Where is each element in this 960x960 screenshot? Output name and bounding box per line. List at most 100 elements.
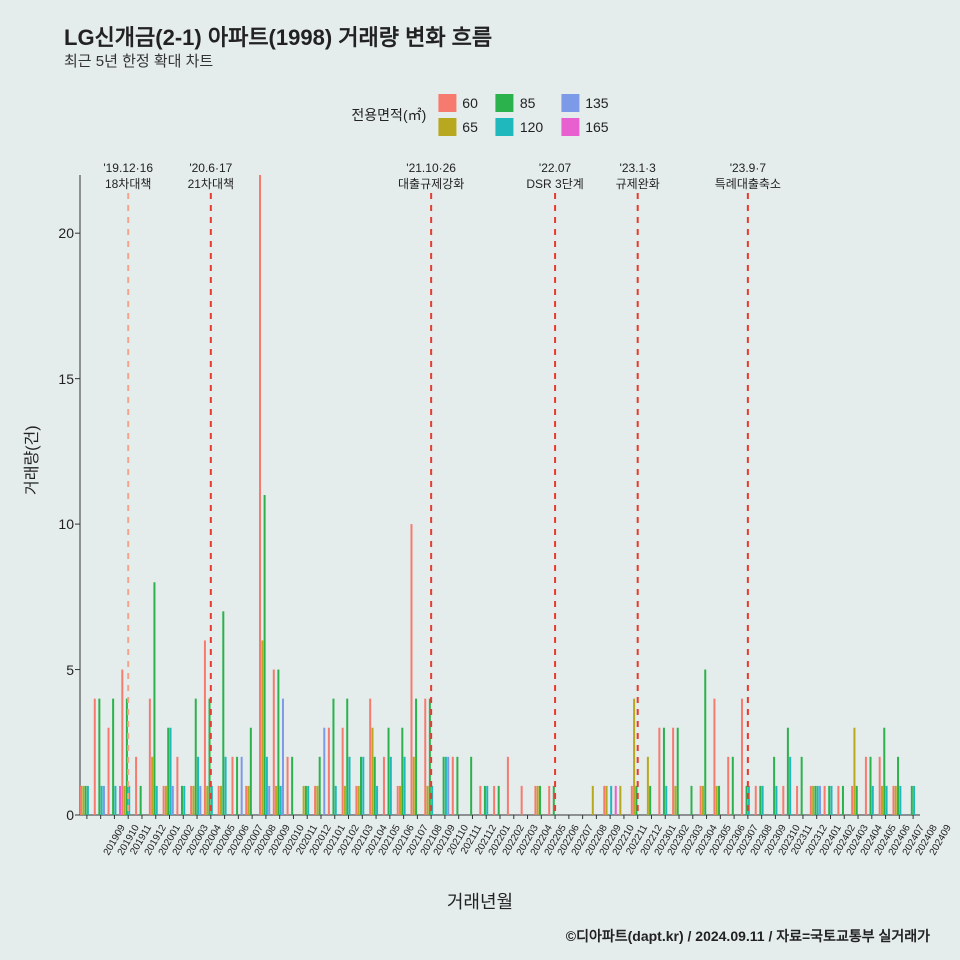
bar [151, 757, 153, 815]
bar [316, 786, 318, 815]
bar [328, 728, 330, 815]
bar [199, 786, 201, 815]
bar [649, 786, 651, 815]
y-tick-label: 0 [44, 807, 74, 823]
bar [355, 786, 357, 815]
bar [619, 786, 621, 815]
bar [245, 786, 247, 815]
bar [812, 786, 814, 815]
bar [853, 728, 855, 815]
bar [647, 757, 649, 815]
bar [231, 757, 233, 815]
bar [376, 786, 378, 815]
bar [323, 728, 325, 815]
bar [539, 786, 541, 815]
bar [153, 582, 155, 815]
bar [830, 786, 832, 815]
bar [851, 786, 853, 815]
bar [872, 786, 874, 815]
legend-label: 135 [585, 95, 608, 111]
bar [172, 786, 174, 815]
event-label: '21.10·26대출규제강화 [391, 161, 471, 192]
legend-item: 85 [496, 92, 543, 114]
bar [303, 786, 305, 815]
bar [259, 175, 261, 815]
event-label-line2: 18차대책 [88, 177, 168, 193]
bar [190, 786, 192, 815]
chart-root: LG신개금(2-1) 아파트(1998) 거래량 변화 흐름 최근 5년 한정 … [0, 0, 960, 960]
legend-swatch [438, 118, 456, 136]
bar [445, 757, 447, 815]
bar [85, 786, 87, 815]
bar [886, 786, 888, 815]
event-label: '20.6·1721차대책 [171, 161, 251, 192]
y-tick-label: 20 [44, 225, 74, 241]
bar [397, 786, 399, 815]
bar [181, 786, 183, 815]
legend-swatch [496, 118, 514, 136]
bar [342, 728, 344, 815]
bar [206, 786, 208, 815]
event-label-line1: '23.9·7 [708, 161, 788, 177]
bar [484, 786, 486, 815]
bar [124, 786, 126, 815]
event-label: '19.12·1618차대책 [88, 161, 168, 192]
bar [358, 786, 360, 815]
legend-label: 165 [585, 119, 608, 135]
bar [732, 757, 734, 815]
event-label: '23.1·3규제완화 [598, 161, 678, 192]
bar [264, 495, 266, 815]
bar [170, 728, 172, 815]
bar [427, 786, 429, 815]
event-label-line2: 특례대출축소 [708, 177, 788, 193]
bar [782, 786, 784, 815]
bar [537, 786, 539, 815]
bar [332, 699, 334, 815]
legend-label: 120 [520, 119, 543, 135]
bar [755, 786, 757, 815]
bar [592, 786, 594, 815]
bar [101, 786, 103, 815]
bar [335, 786, 337, 815]
bar [82, 786, 84, 815]
bar [814, 786, 816, 815]
event-label-line1: '19.12·16 [88, 161, 168, 177]
bar [410, 524, 412, 815]
y-axis-label: 거래량(건) [18, 425, 42, 495]
bar [277, 670, 279, 815]
bar [415, 699, 417, 815]
bar [892, 786, 894, 815]
bar [236, 757, 238, 815]
bar [895, 786, 897, 815]
bar [713, 699, 715, 815]
bar [493, 786, 495, 815]
bar [197, 757, 199, 815]
legend-item: 60 [438, 92, 478, 114]
bar [344, 786, 346, 815]
event-label-line2: DSR 3단계 [515, 177, 595, 193]
bar [789, 757, 791, 815]
bar [112, 699, 114, 815]
bar [603, 786, 605, 815]
bar [268, 786, 270, 815]
legend-swatch [496, 94, 514, 112]
y-tick-label: 10 [44, 516, 74, 532]
legend-label: 85 [520, 95, 536, 111]
bar [149, 699, 151, 815]
bar [401, 728, 403, 815]
bar [447, 757, 449, 815]
bar [507, 757, 509, 815]
bar [156, 786, 158, 815]
bar [165, 786, 167, 815]
bar [250, 728, 252, 815]
bar [631, 786, 633, 815]
bar [275, 786, 277, 815]
bar [319, 757, 321, 815]
event-label-line1: '20.6·17 [171, 161, 251, 177]
bar [362, 757, 364, 815]
chart-subtitle: 최근 5년 한정 확대 차트 [64, 50, 213, 71]
bar [121, 670, 123, 815]
bar [548, 786, 550, 815]
bar [167, 728, 169, 815]
bar [220, 786, 222, 815]
